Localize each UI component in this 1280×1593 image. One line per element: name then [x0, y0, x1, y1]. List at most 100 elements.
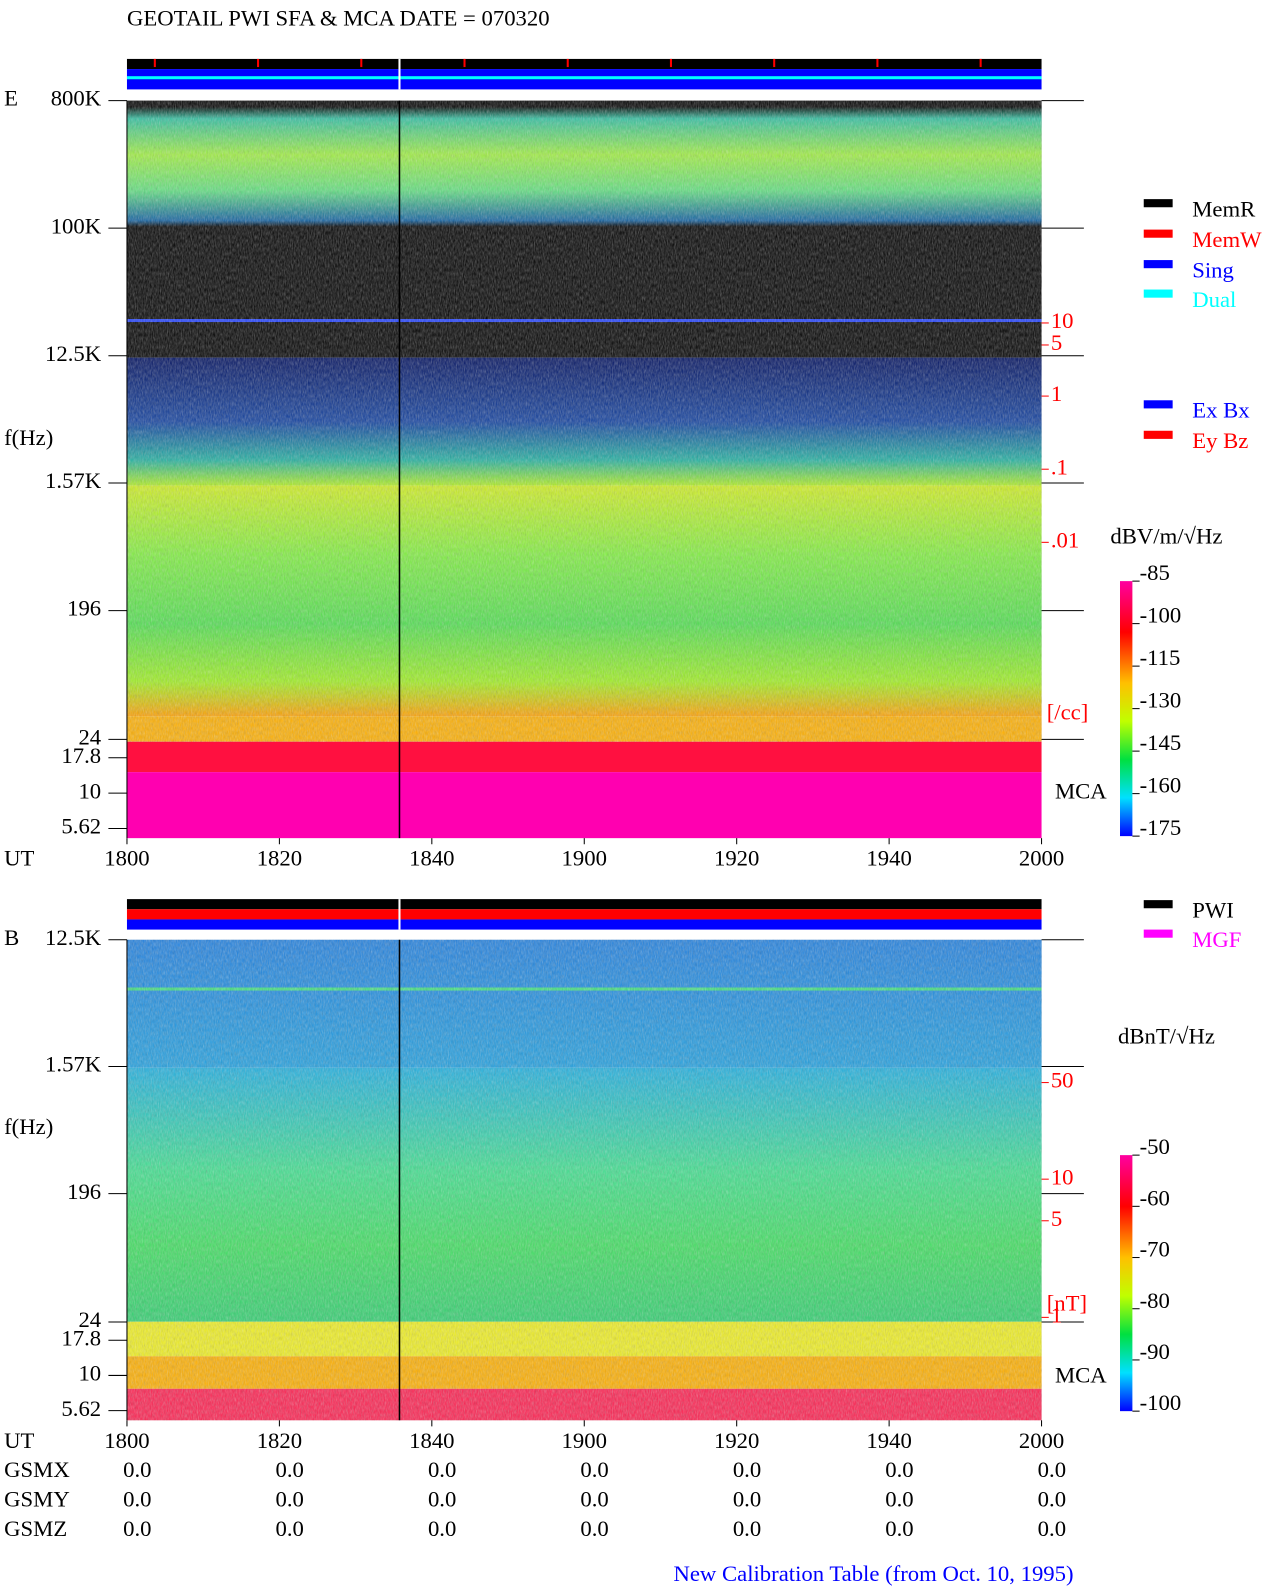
- x-axis-label: UT: [4, 1428, 35, 1453]
- colorbar-tick-label: -115: [1140, 645, 1181, 670]
- colorbar-tick-label: -100: [1140, 1390, 1182, 1415]
- x-tick-label: 1940: [866, 1428, 911, 1453]
- y2-tick-label: 5: [1051, 1206, 1062, 1231]
- spectrogram-band: [126, 741, 1042, 773]
- y-tick-label: 24: [78, 1307, 101, 1332]
- colorbar-tick-label: -50: [1140, 1134, 1170, 1159]
- status-bar: [126, 58, 1042, 70]
- legend-swatch: [1143, 929, 1173, 938]
- band-label: MCA: [1055, 1363, 1107, 1388]
- y2-tick-label: .01: [1051, 528, 1079, 553]
- y-tick-label: 5.62: [61, 1396, 101, 1421]
- y2-tick-label: .1: [1051, 454, 1068, 479]
- y-tick-label: 12.5K: [45, 925, 102, 950]
- gsm-value: 0.0: [428, 1516, 456, 1541]
- y-tick-label: 10: [78, 1361, 101, 1386]
- gsm-value: 0.0: [885, 1487, 913, 1512]
- gsm-value: 0.0: [428, 1487, 456, 1512]
- gsm-label: GSMX: [4, 1457, 70, 1482]
- legend-label: MemW: [1192, 227, 1262, 252]
- legend-label: Ey Bz: [1192, 428, 1248, 453]
- gsm-value: 0.0: [733, 1487, 761, 1512]
- gsm-label: GSMZ: [4, 1516, 67, 1541]
- y2-axis-label: [nT]: [1047, 1291, 1087, 1316]
- legend-swatch: [1143, 229, 1173, 238]
- y-axis-label: f(Hz): [4, 1114, 53, 1139]
- colorbar-tick-label: -60: [1140, 1186, 1170, 1211]
- y2-tick-label: 10: [1051, 308, 1074, 333]
- gsm-value: 0.0: [733, 1516, 761, 1541]
- panel-label: E: [4, 86, 18, 111]
- x-tick-label: 1940: [866, 846, 911, 871]
- legend-label: Ex Bx: [1192, 398, 1249, 423]
- x-axis-label: UT: [4, 846, 35, 871]
- colorbar-tick-label: -160: [1140, 773, 1182, 798]
- x-tick-label: 1920: [714, 1428, 759, 1453]
- y-tick-label: 24: [78, 725, 101, 750]
- y-tick-label: 196: [67, 1179, 101, 1204]
- colorbar-tick-label: -100: [1140, 603, 1182, 628]
- spectrogram-texture: [126, 939, 1042, 1421]
- x-tick-label: 1840: [409, 1428, 454, 1453]
- colorbar-tick-label: -80: [1140, 1288, 1170, 1313]
- colorbar-tick-label: -175: [1140, 815, 1182, 840]
- y2-tick-label: 50: [1051, 1068, 1074, 1093]
- legend-swatch: [1143, 900, 1173, 909]
- colorbar: [1120, 581, 1133, 837]
- y-tick-label: 17.8: [61, 743, 101, 768]
- legend-label: MemR: [1192, 197, 1255, 222]
- x-tick-label: 1820: [257, 1428, 302, 1453]
- status-bar: [126, 909, 1042, 920]
- legend-swatch: [1143, 289, 1173, 298]
- y-tick-label: 12.5K: [45, 341, 102, 366]
- colorbar-tick-label: -85: [1140, 560, 1170, 585]
- gsm-value: 0.0: [123, 1516, 151, 1541]
- colorbar-tick-label: -90: [1140, 1339, 1170, 1364]
- panel-label: B: [4, 925, 19, 950]
- y-tick-label: 17.8: [61, 1326, 101, 1351]
- y-tick-label: 5.62: [61, 814, 101, 839]
- colorbar-tick-label: -70: [1140, 1237, 1170, 1262]
- gsm-value: 0.0: [1038, 1516, 1066, 1541]
- colorbar-tick-label: -130: [1140, 688, 1182, 713]
- gsm-value: 0.0: [123, 1457, 151, 1482]
- status-bar: [126, 919, 1042, 930]
- y-tick-label: 196: [67, 596, 101, 621]
- x-tick-label: 1800: [104, 1428, 149, 1453]
- legend-label: Sing: [1192, 258, 1234, 283]
- legend-swatch: [1143, 260, 1173, 269]
- y2-axis-label: [/cc]: [1047, 699, 1089, 724]
- x-tick-label: 1900: [562, 1428, 607, 1453]
- gsm-value: 0.0: [123, 1487, 151, 1512]
- y2-tick-label: 10: [1051, 1164, 1074, 1189]
- gsm-value: 0.0: [885, 1516, 913, 1541]
- footer: New Calibration Table (from Oct. 10, 199…: [673, 1561, 1073, 1586]
- legend-swatch: [1143, 199, 1173, 208]
- y-tick-label: 1.57K: [45, 1052, 102, 1077]
- colorbar-label: dBV/m/√Hz: [1110, 524, 1222, 549]
- gsm-value: 0.0: [1038, 1487, 1066, 1512]
- x-tick-label: 1900: [562, 846, 607, 871]
- legend-label: Dual: [1192, 287, 1236, 312]
- gsm-value: 0.0: [580, 1487, 608, 1512]
- gsm-value: 0.0: [428, 1457, 456, 1482]
- gsm-value: 0.0: [733, 1457, 761, 1482]
- gsm-value: 0.0: [276, 1457, 304, 1482]
- x-tick-label: 1820: [257, 846, 302, 871]
- colorbar-label: dBnT/√Hz: [1118, 1024, 1215, 1049]
- y-tick-label: 10: [78, 778, 101, 803]
- y-tick-label: 800K: [51, 86, 102, 111]
- y-tick-label: 100K: [51, 213, 102, 238]
- legend-swatch: [1143, 400, 1173, 409]
- gsm-value: 0.0: [276, 1516, 304, 1541]
- legend-swatch: [1143, 430, 1173, 439]
- colorbar: [1120, 1155, 1133, 1412]
- y2-tick-label: 1: [1051, 1303, 1062, 1328]
- band-label: MCA: [1055, 779, 1107, 804]
- gsm-value: 0.0: [580, 1516, 608, 1541]
- x-tick-label: 1840: [409, 846, 454, 871]
- y2-tick-label: 1: [1051, 381, 1062, 406]
- gsm-value: 0.0: [885, 1457, 913, 1482]
